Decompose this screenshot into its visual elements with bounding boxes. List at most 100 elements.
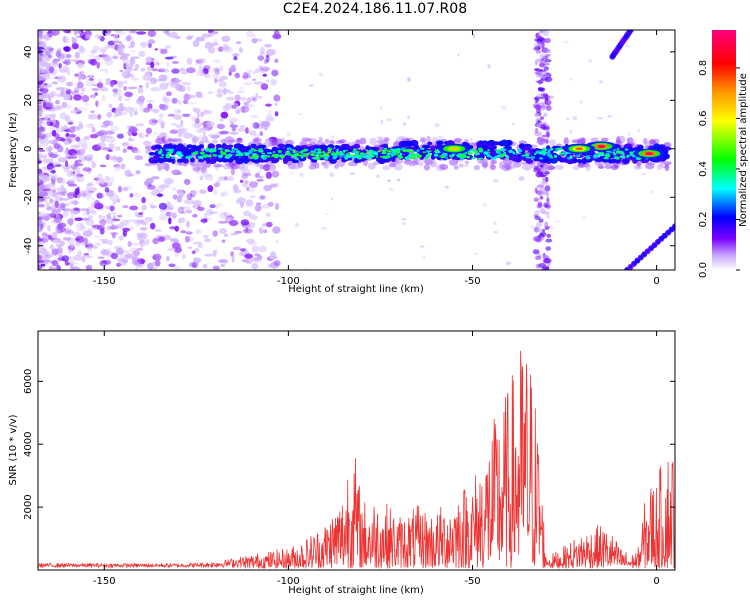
heatmap-cell [49,177,60,181]
heatmap-cell [277,150,282,153]
heatmap-cell [135,261,143,267]
heatmap-cell [144,144,152,150]
heatmap-cell [46,182,56,188]
heatmap-cell [63,150,69,155]
heatmap-cell [265,212,272,217]
heatmap-cell [554,220,561,223]
heatmap-cell [47,225,51,232]
heatmap-cell [38,154,44,159]
heatmap-cell [476,141,484,147]
heatmap-cell [45,254,54,258]
heatmap-cell [170,150,174,154]
heatmap-cell [163,234,172,240]
heatmap-cell [101,240,108,244]
heatmap-cell [133,149,142,154]
heatmap-cell [497,151,502,154]
heatmap-cell [254,149,258,152]
heatmap-cell [216,180,221,186]
heatmap-cell [152,132,158,135]
heatmap-cell [541,236,545,240]
heatmap-cell [255,68,260,73]
heatmap-cell [186,220,190,228]
heatmap-cell [264,127,268,131]
heatmap-cell [180,206,191,210]
heatmap-cell [109,205,115,212]
heatmap-cell [62,211,69,218]
heatmap-cell [212,230,218,237]
heatmap-cell [537,32,541,36]
heatmap-cell [89,58,97,66]
heatmap-cell [639,256,643,259]
heatmap-cell [86,229,92,235]
heatmap-cell [318,144,328,149]
heatmap-cell [187,246,193,249]
heatmap-cell [535,80,541,83]
heatmap-cell [96,225,105,231]
heatmap-cell [231,127,237,132]
heatmap-cell [75,159,82,163]
heatmap-cell [169,31,179,38]
heatmap-cell [73,94,82,101]
heatmap-cell [605,152,609,155]
heatmap-cell [122,257,128,264]
heatmap-cell [117,214,123,218]
heatmap-cell [486,155,491,158]
heatmap-cell [285,153,289,155]
heatmap-cell [57,206,62,212]
heatmap-cell [40,263,46,267]
heatmap-cell [542,126,550,131]
heatmap-cell [51,209,62,215]
heatmap-cell [540,151,547,154]
colorbar-tick-label: 0.6 [698,110,709,126]
heatmap-cell [107,211,117,215]
heatmap-cell [191,34,195,39]
heatmap-cell [545,176,549,183]
heatmap-cell [202,264,208,269]
heatmap-cell [248,181,258,188]
heatmap-cell [209,204,216,209]
heatmap-cell [367,162,376,170]
heatmap-cell [549,156,554,159]
heatmap-cell [145,177,154,184]
heatmap-cell [70,262,78,265]
heatmap-cell [133,68,138,71]
heatmap-cell [177,144,186,151]
heatmap-cell [303,155,308,157]
heatmap-cell [539,59,548,64]
heatmap-cell [43,116,49,121]
heatmap-cell [286,147,292,151]
heatmap-cell [559,152,565,155]
heatmap-cell [97,256,105,259]
heatmap-cell [38,35,46,39]
heatmap-cell [67,248,73,254]
heatmap-cell [416,149,420,152]
heatmap-cell [38,200,41,205]
heatmap-cell [304,153,308,155]
heatmap-cell [536,172,542,178]
heatmap-cell [47,54,53,58]
heatmap-cell [147,30,157,37]
heatmap-cell [403,121,406,126]
heatmap-cell [89,94,97,99]
heatmap-cell [63,192,68,196]
heatmap-cell [544,37,551,44]
heatmap-cell [418,154,423,157]
heatmap-cell [543,66,549,71]
heatmap-cell [38,260,45,263]
heatmap-cell [214,202,223,208]
heatmap-cell [171,156,176,160]
heatmap-cell [385,149,391,152]
heatmap-cell [170,238,180,243]
heatmap-cell [62,136,71,140]
heatmap-cell [165,255,170,262]
heatmap-cell [648,139,657,145]
heatmap-cell [515,152,518,156]
heatmap-cell [512,151,516,155]
heatmap-cell [64,36,70,43]
heatmap-cell [158,84,164,92]
heatmap-cell [151,108,160,114]
heatmap-cell [546,130,550,137]
colorbar-tick-label: 0.2 [698,212,709,228]
heatmap-cell [211,42,220,46]
heatmap-cell [223,145,231,150]
